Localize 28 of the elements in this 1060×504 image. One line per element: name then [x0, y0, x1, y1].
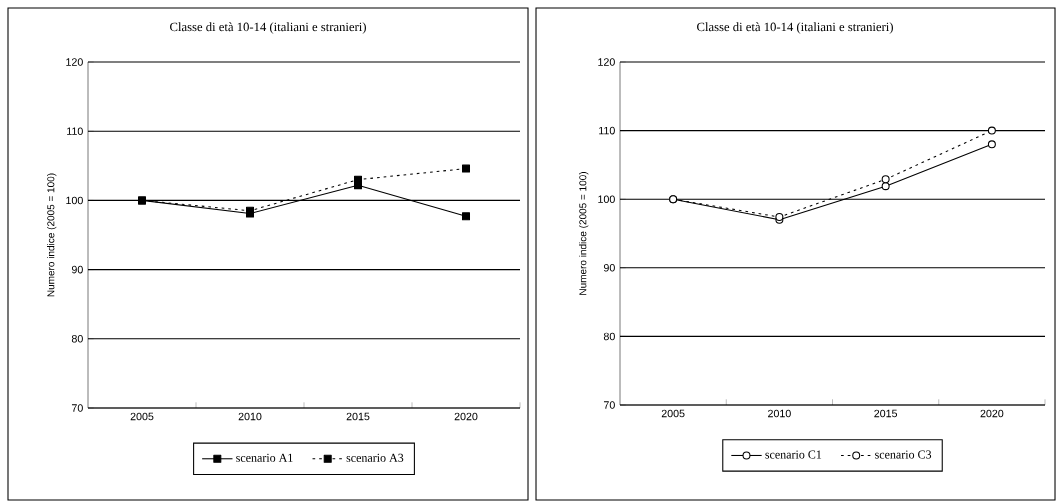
x-tick-label: 2015	[874, 409, 898, 418]
x-tick-label: 2005	[130, 412, 154, 421]
y-tick-label: 110	[599, 126, 615, 135]
chart-title: Classe di età 10-14 (italiani e stranieri)	[170, 22, 366, 34]
legend-label: scenario C1	[765, 450, 822, 459]
x-tick-label: 2020	[454, 412, 478, 421]
legend-label: scenario A1	[236, 453, 293, 462]
y-tick-label: 120	[66, 58, 83, 66]
y-tick-label: 90	[603, 264, 615, 272]
y-tick-label: 70	[603, 401, 615, 409]
y-tick-label: 90	[71, 265, 83, 274]
y-tick-label: 100	[66, 196, 83, 205]
x-tick-label: 2005	[661, 409, 685, 418]
x-tick-label: 2015	[346, 412, 370, 421]
y-tick-label: 70	[71, 404, 83, 412]
y-tick-label: 80	[603, 332, 615, 341]
chart-title: Classe di età 10-14 (italiani e stranieri)	[697, 22, 893, 34]
legend-label: scenario C3	[875, 450, 932, 459]
y-axis-title: Numero indice (2005 = 100)	[47, 173, 57, 297]
y-tick-label: 110	[67, 127, 83, 135]
y-tick-label: 100	[598, 195, 615, 203]
legend-label: scenario A3	[346, 453, 404, 462]
x-tick-label: 2010	[238, 412, 262, 421]
y-tick-label: 120	[598, 58, 615, 66]
x-tick-label: 2020	[980, 409, 1004, 418]
y-axis-title: Numero indice (2005 = 100)	[579, 172, 589, 295]
x-tick-label: 2010	[768, 409, 791, 418]
y-tick-label: 80	[71, 335, 83, 343]
